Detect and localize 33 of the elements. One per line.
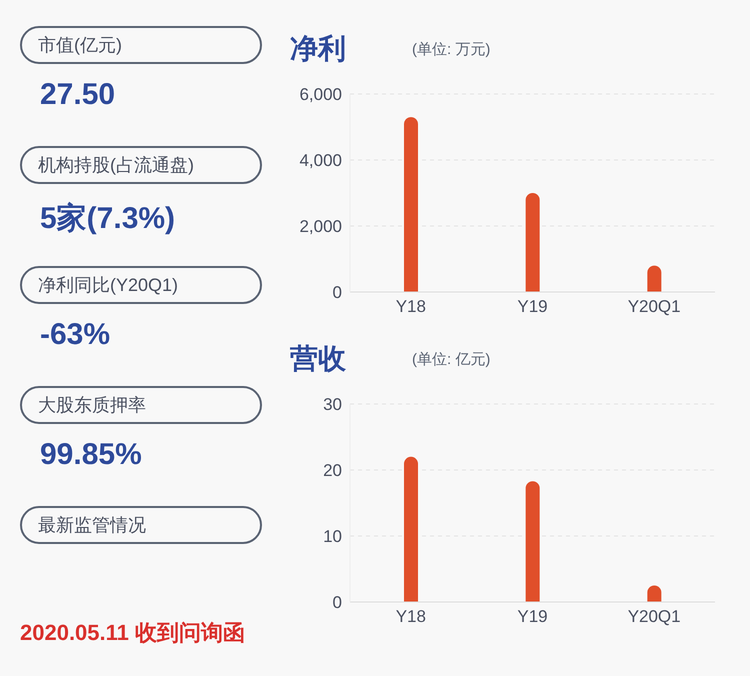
y-tick-label: 4,000 [299,151,342,170]
text: 市值(亿元) [20,26,262,64]
text: 99.85% [40,438,142,472]
chart-title: 营收 [290,342,346,376]
x-tick-label: Y18 [396,607,426,626]
y-tick-label: 6,000 [299,85,342,104]
x-tick-label: Y20Q1 [628,607,681,626]
y-tick-label: 30 [323,395,342,414]
text: 最新监管情况 [20,506,262,544]
chart-subtitle: (单位: 万元) [412,40,490,59]
text: 机构持股(占流通盘) [20,146,262,184]
y-tick-label: 20 [323,461,342,480]
y-tick-label: 0 [332,593,342,612]
bar [526,481,540,602]
text: 5家(7.3%) [40,200,176,237]
bar [647,266,662,292]
bar [404,456,418,602]
bar [526,193,540,292]
bar [404,117,418,292]
chart-subtitle: (单位: 亿元) [412,350,490,369]
text: 大股东质押率 [20,386,262,424]
chart-title: 净利 [290,32,346,66]
x-tick-label: Y20Q1 [628,297,681,316]
text: 2020.05.11 收到问询函 [20,619,246,647]
y-tick-label: 2,000 [299,217,342,236]
x-tick-label: Y18 [396,297,426,316]
y-tick-label: 0 [332,283,342,302]
x-tick-label: Y19 [517,297,548,316]
x-tick-label: Y19 [517,607,548,626]
text: 净利同比(Y20Q1) [20,266,262,304]
y-tick-label: 10 [323,527,342,546]
text: -63% [40,318,110,352]
text: 27.50 [40,78,116,112]
